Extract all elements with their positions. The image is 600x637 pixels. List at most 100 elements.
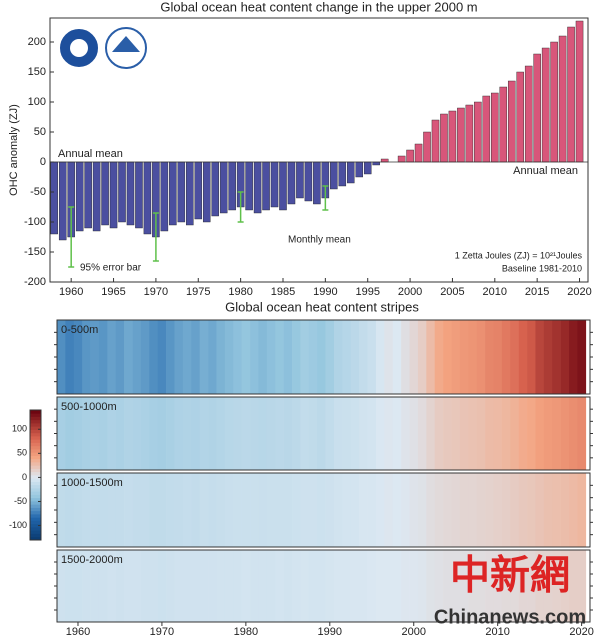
stripe <box>292 550 301 622</box>
stripe <box>107 397 117 470</box>
stripe <box>535 320 545 394</box>
stripe <box>535 550 545 622</box>
x-tick-label: 1980 <box>228 286 252 298</box>
stripe <box>325 473 335 547</box>
stripe <box>501 473 511 547</box>
stripe <box>560 550 570 622</box>
stripe <box>266 397 276 470</box>
colorbar-tick-label: -50 <box>14 496 27 506</box>
stripe <box>57 320 66 394</box>
y-axis-label: OHC anomaly (ZJ) <box>8 104 20 196</box>
stripe <box>510 550 519 622</box>
x-tick-label: 2000 <box>401 626 425 637</box>
stripe <box>426 550 436 622</box>
stripe <box>493 473 503 547</box>
x-tick-label: 1970 <box>144 286 168 298</box>
colorbar-cell <box>30 445 41 450</box>
error-bar <box>68 206 75 268</box>
stripe <box>527 473 536 547</box>
stripe <box>82 473 91 547</box>
stripe <box>443 473 452 547</box>
stripe <box>552 550 561 622</box>
stripe <box>115 473 125 547</box>
stripe <box>157 397 167 470</box>
stripe <box>132 320 142 394</box>
stripe <box>401 550 410 622</box>
x-tick-label: 1965 <box>101 286 125 298</box>
stripe <box>308 473 318 547</box>
bar <box>202 161 211 223</box>
bar <box>296 161 304 199</box>
stripe <box>560 473 570 547</box>
bar <box>575 20 584 163</box>
stripe <box>82 550 91 622</box>
stripe <box>73 550 83 622</box>
stripe <box>417 473 427 547</box>
stripe <box>191 397 200 470</box>
stripe <box>224 320 234 394</box>
chart-title: Global ocean heat content change in the … <box>160 0 477 14</box>
bar <box>516 71 524 163</box>
stripe <box>266 473 276 547</box>
stripe <box>73 397 83 470</box>
stripe <box>333 320 343 394</box>
stripe <box>140 550 150 622</box>
stripe <box>208 320 217 394</box>
stripe <box>73 473 83 547</box>
stripe <box>258 320 268 394</box>
stripe <box>417 320 427 394</box>
stripe <box>191 320 200 394</box>
bar <box>380 158 389 163</box>
bar <box>177 161 186 223</box>
stripe <box>527 320 536 394</box>
stripe <box>459 550 469 622</box>
y-tick-label: 200 <box>28 36 46 48</box>
stripe <box>417 550 427 622</box>
stripe <box>57 550 66 622</box>
stripe <box>199 320 209 394</box>
bar <box>499 86 508 163</box>
stripes-chart: 0-500m 500-1000m 1000-1500m 1500-2000m 1960 1… <box>9 319 594 637</box>
bar <box>169 161 177 226</box>
layer-label: 0-500m <box>61 324 98 336</box>
error-bar <box>152 212 159 262</box>
colorbar-cell <box>30 484 41 489</box>
watermark: Chinanews.com <box>434 606 586 628</box>
stripe <box>493 320 503 394</box>
stripe <box>409 550 419 622</box>
stripe <box>485 397 494 470</box>
stripe <box>149 473 159 547</box>
stripe <box>569 320 578 394</box>
colorbar-cell <box>30 439 41 443</box>
stripe <box>510 320 519 394</box>
bar <box>143 161 152 235</box>
stripe <box>333 550 343 622</box>
stripe <box>342 397 352 470</box>
watermark: 中新網 <box>450 554 570 598</box>
colorbar-cell <box>30 468 41 473</box>
stripe <box>216 550 226 622</box>
stripe <box>283 473 293 547</box>
bar <box>541 47 550 163</box>
stripe <box>350 473 360 547</box>
colorbar-cell <box>30 530 41 534</box>
bar <box>92 161 101 232</box>
stripe <box>124 397 133 470</box>
stripe <box>569 473 578 547</box>
bar <box>270 161 279 208</box>
stripe <box>409 397 419 470</box>
stripe <box>107 473 117 547</box>
stripe <box>434 320 444 394</box>
y-tick-label: 0 <box>40 156 46 168</box>
annotation: Baseline 1981-2010 <box>502 263 582 273</box>
stripe <box>518 397 528 470</box>
colorbar-cell <box>30 510 41 515</box>
stripe <box>233 550 242 622</box>
stripe <box>510 473 519 547</box>
bar <box>313 161 321 205</box>
stripe <box>518 550 528 622</box>
bar <box>219 161 228 214</box>
colorbar-cell <box>30 436 41 440</box>
colorbar-cell <box>30 501 41 505</box>
stripe <box>527 397 536 470</box>
